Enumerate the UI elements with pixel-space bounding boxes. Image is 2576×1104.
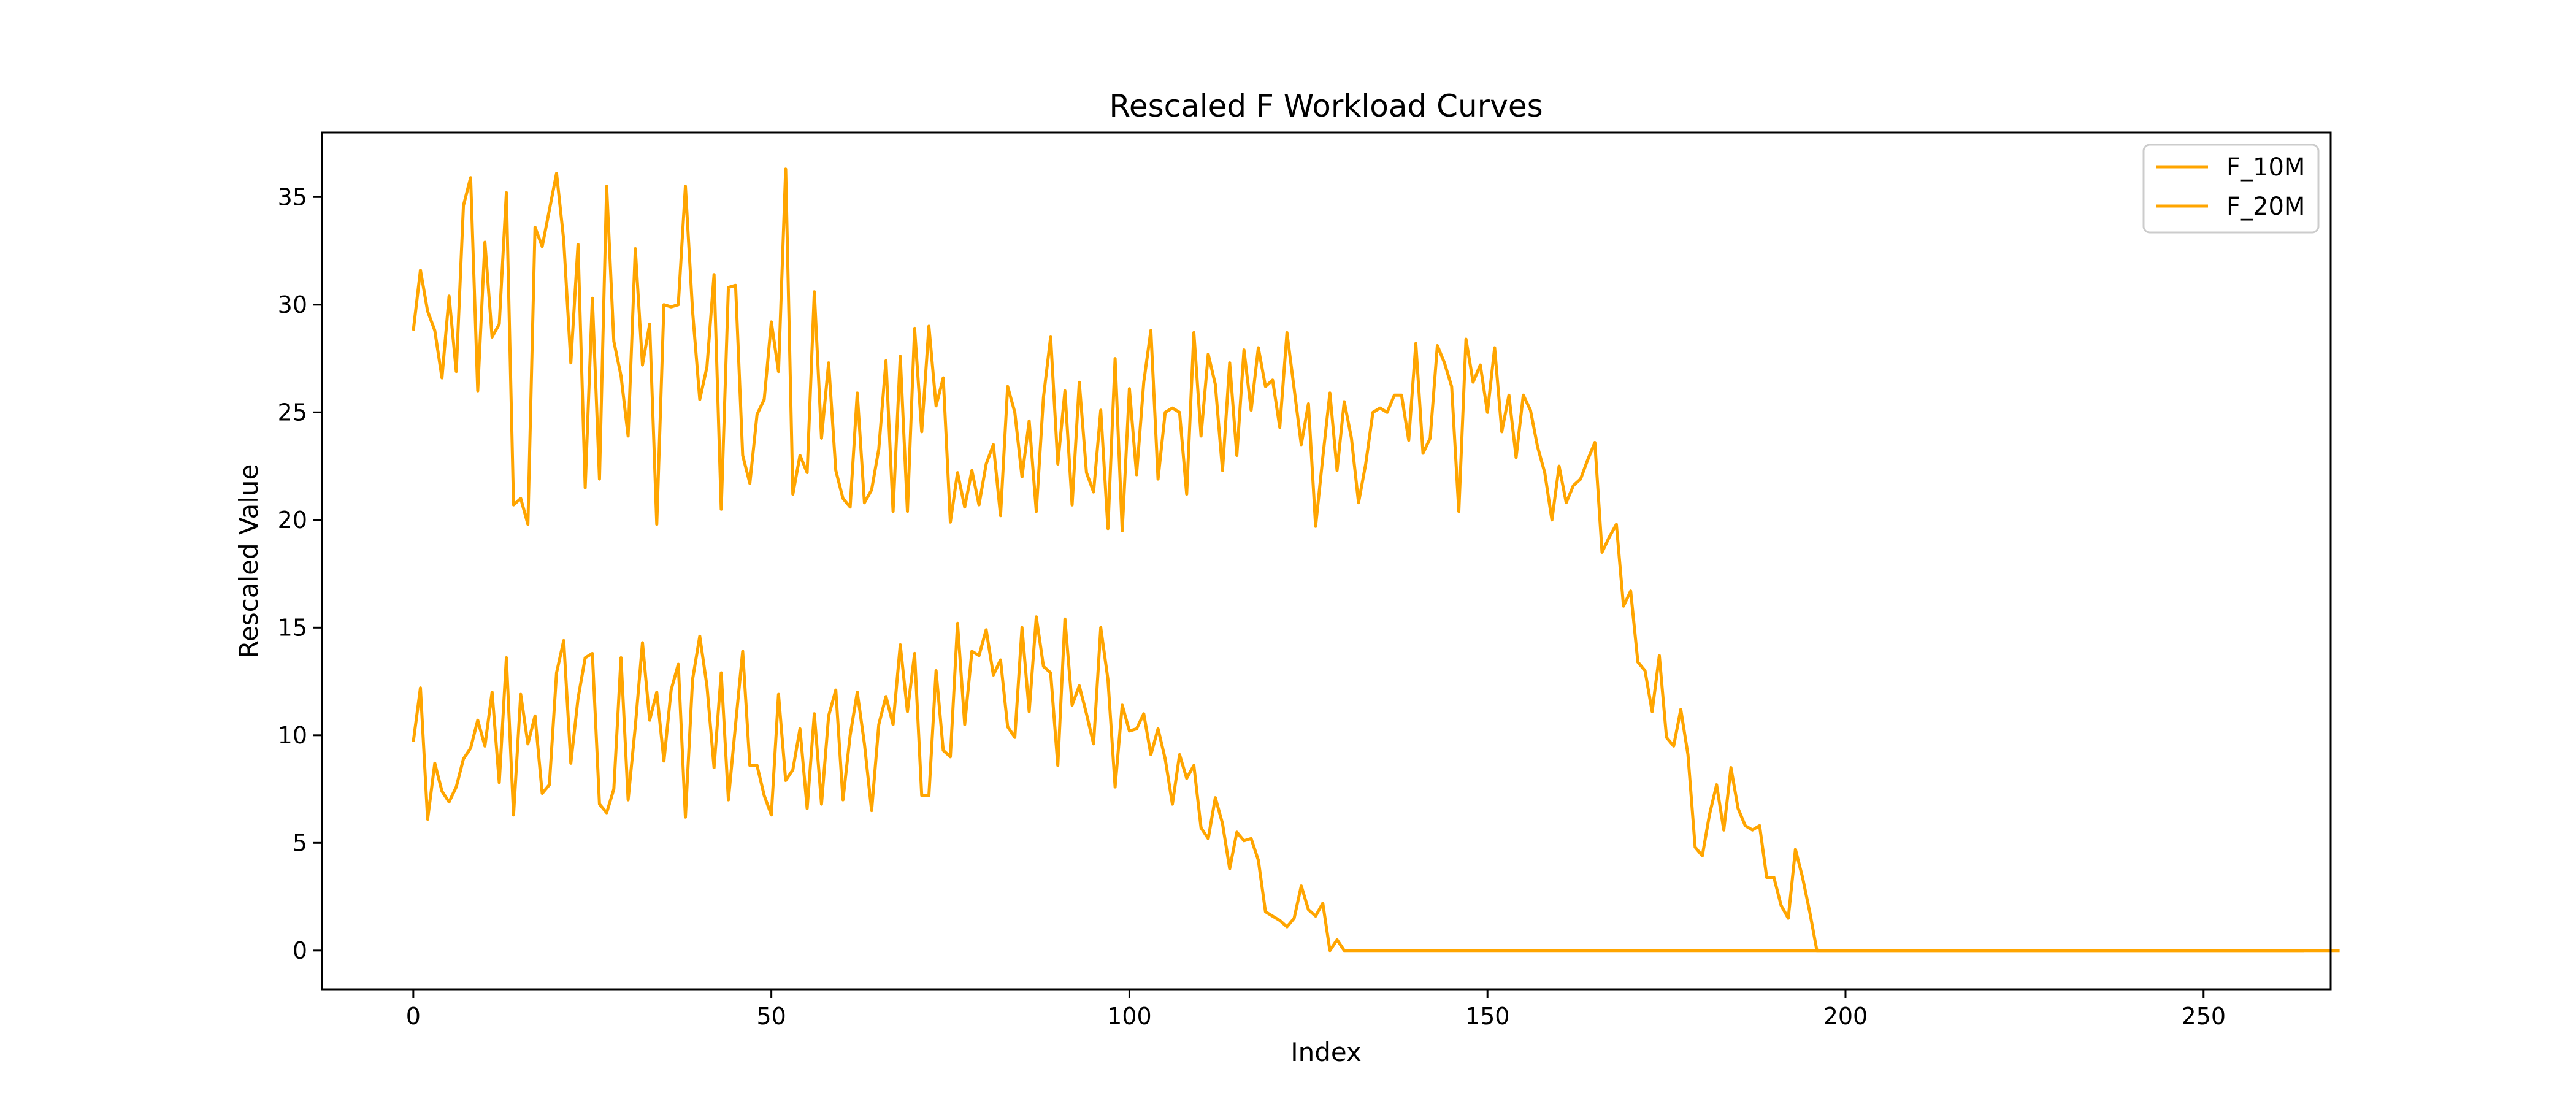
x-axis-label: Index	[1290, 1037, 1362, 1067]
series-line-f-10m	[412, 615, 2340, 953]
x-tick-label: 250	[2181, 1003, 2226, 1030]
chart-title: Rescaled F Workload Curves	[1109, 88, 1543, 124]
y-tick-label: 0	[293, 937, 307, 964]
y-axis-label: Rescaled Value	[234, 464, 264, 659]
x-tick-label: 100	[1107, 1003, 1152, 1030]
x-tick-label: 50	[756, 1003, 786, 1030]
legend-label-f-10m: F_10M	[2226, 153, 2305, 182]
y-tick-label: 35	[278, 183, 307, 210]
y-tick-label: 20	[278, 507, 307, 534]
y-tick-label: 15	[278, 614, 307, 641]
y-tick-label: 5	[293, 829, 307, 856]
x-tick-label: 200	[1823, 1003, 1868, 1030]
series-line-f-20m	[412, 167, 2304, 953]
plot-frame	[321, 131, 2332, 991]
legend: F_10M F_20M	[2142, 144, 2320, 234]
y-tick-label: 25	[278, 399, 307, 426]
series-layer	[412, 167, 2340, 953]
y-tick-label: 30	[278, 291, 307, 318]
x-tick-label: 150	[1465, 1003, 1510, 1030]
y-tick-label: 10	[278, 722, 307, 749]
x-tick-label: 0	[406, 1003, 421, 1030]
y-axis-ticks: 0 5 10 15 20 25 30 35	[278, 183, 322, 964]
x-axis-ticks: 0 50 100 150 200 250	[406, 989, 2226, 1030]
legend-label-f-20m: F_20M	[2226, 193, 2305, 221]
